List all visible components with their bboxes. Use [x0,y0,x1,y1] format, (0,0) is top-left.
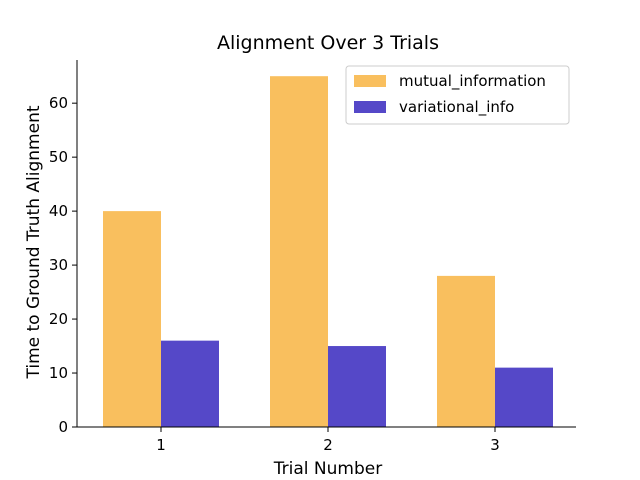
plot-area: 0 10 20 30 40 50 60 1 2 3 [49,60,576,454]
x-axis-label: Trial Number [273,459,382,479]
legend-box [345,65,570,125]
y-tick-label-60: 60 [49,94,68,112]
bar-mutual_information-1 [103,211,161,427]
y-tick-label-10: 10 [49,364,68,382]
x-tick-label-1: 1 [156,436,166,454]
bar-variational_info-2 [328,346,386,427]
bar-mutual_information-2 [270,76,328,428]
y-tick-label-50: 50 [49,148,68,166]
y-tick-label-0: 0 [58,418,68,436]
legend: mutual_information variational_info [345,65,570,125]
bar-variational_info-1 [161,340,219,427]
legend-swatch-mutual_information [354,75,386,87]
legend-swatch-variational_info [354,101,386,113]
bar-mutual_information-3 [437,275,495,427]
legend-label-variational_info: variational_info [399,98,514,117]
x-tick-label-2: 2 [323,436,333,454]
bar-variational_info-3 [495,367,553,427]
y-axis-label: Time to Ground Truth Alignment [24,105,44,379]
legend-label-mutual_information: mutual_information [399,72,546,91]
x-tick-label-3: 3 [490,436,500,454]
y-tick-label-40: 40 [49,202,68,220]
y-tick-label-20: 20 [49,310,68,328]
y-tick-label-30: 30 [49,256,68,274]
chart-title: Alignment Over 3 Trials [217,32,439,54]
